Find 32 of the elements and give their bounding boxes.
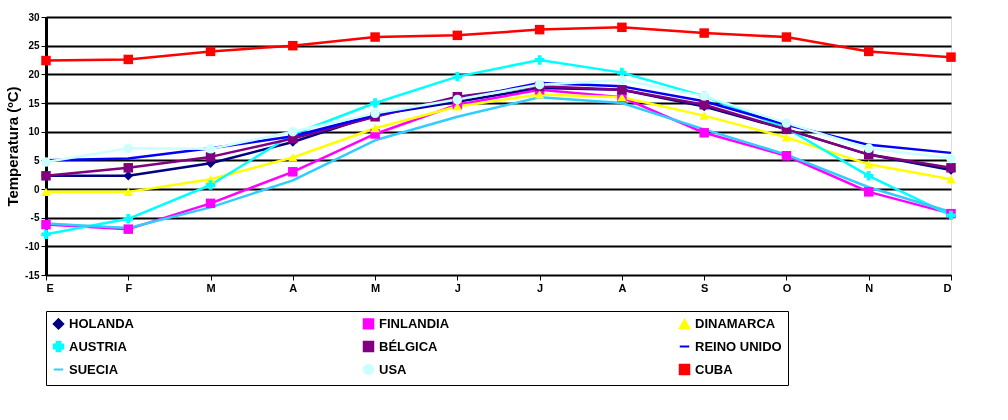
y-tick-label: -15: [25, 269, 40, 281]
x-tick-label: J: [537, 281, 544, 294]
legend-label: SUECIA: [69, 361, 119, 377]
x-tick-label: S: [701, 281, 709, 294]
y-tick-label: 20: [28, 68, 40, 80]
legend-label: BÉLGICA: [379, 338, 439, 354]
y-tick-label: 0: [33, 183, 40, 195]
x-tick-label: A: [618, 281, 627, 294]
legend-label: REINO UNIDO: [695, 338, 782, 354]
legend-label: AUSTRIA: [69, 338, 128, 354]
x-tick-label: J: [454, 281, 461, 294]
x-tick-label: N: [865, 281, 874, 294]
y-tick-label: 25: [28, 40, 40, 52]
y-tick-label: -5: [30, 212, 40, 224]
y-tick-label: 15: [28, 97, 40, 109]
x-tick-label: M: [371, 281, 381, 294]
legend-label: HOLANDA: [69, 315, 135, 331]
x-tick-label: D: [943, 281, 952, 294]
legend-label: FINLANDIA: [379, 315, 450, 331]
y-axis-title: Temperatura (ºC): [4, 86, 22, 207]
legend-label: USA: [379, 361, 408, 377]
x-tick-label: E: [46, 281, 54, 294]
y-tick-label: 10: [28, 126, 40, 138]
legend-label: DINAMARCA: [695, 316, 776, 332]
y-tick-label: -10: [25, 240, 40, 252]
y-tick-label: 5: [33, 154, 40, 166]
x-tick-label: A: [289, 281, 298, 294]
x-tick-label: F: [125, 281, 133, 294]
legend-label: CUBA: [695, 361, 734, 377]
x-tick-label: M: [206, 281, 216, 294]
y-tick-label: 30: [28, 11, 40, 23]
x-tick-label: O: [782, 281, 792, 294]
